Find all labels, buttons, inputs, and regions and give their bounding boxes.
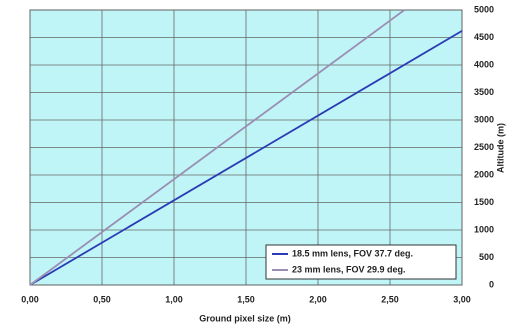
y-tick-label: 500 [479,252,494,262]
y-tick-label: 5000 [474,4,494,14]
x-axis-title: Ground pixel size (m) [199,313,291,323]
x-tick-label: 1,00 [165,294,183,304]
x-tick-label: 1,50 [237,294,255,304]
legend-label: 18.5 mm lens, FOV 37.7 deg. [292,248,413,258]
y-tick-label: 3500 [474,87,494,97]
line [29,30,463,286]
y-tick-label: 1000 [474,224,494,234]
x-tick-label: 3,00 [453,294,471,304]
x-tick-label: 0,00 [21,294,39,304]
y-tick-label: 4500 [474,32,494,42]
y-tick-label: 2500 [474,142,494,152]
y-axis-title: Altitude (m) [495,123,505,173]
line [29,9,405,286]
y-tick-label: 3000 [474,114,494,124]
legend-label: 23 mm lens, FOV 29.9 deg. [292,264,406,274]
x-tick-label: 0,50 [93,294,111,304]
y-tick-label: 0 [489,279,494,289]
x-tick-label: 2,00 [309,294,327,304]
x-tick-label: 2,50 [381,294,399,304]
y-tick-label: 2000 [474,169,494,179]
y-tick-label: 1500 [474,197,494,207]
legend-box [265,244,457,280]
y-tick-label: 4000 [474,59,494,69]
